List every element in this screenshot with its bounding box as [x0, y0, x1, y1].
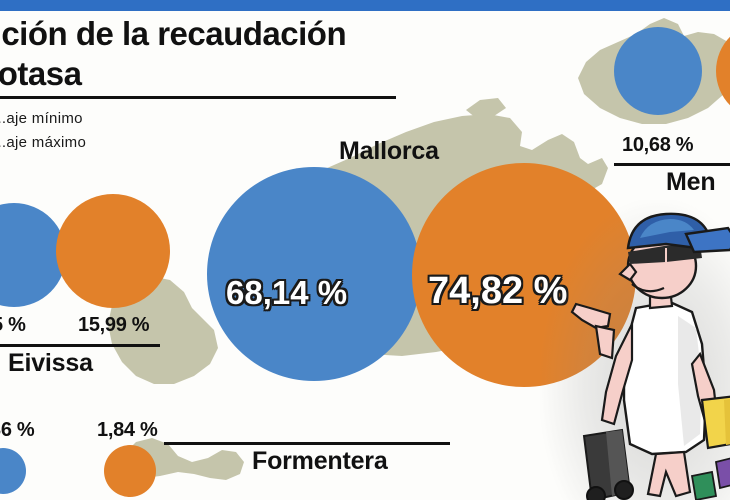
tourist-cartoon-illustration: [566, 204, 730, 500]
page-title: ...bución de la recaudación ...ecotasa: [0, 14, 576, 94]
island-label-formentera: Formentera: [252, 447, 388, 475]
value-mallorca-max: 74,82 %: [428, 270, 568, 312]
bubble-eivissa-max: [56, 194, 170, 308]
value-mallorca-min: 68,14 %: [226, 274, 348, 311]
rule-menorca: [614, 163, 730, 166]
bubble-menorca-min: [614, 27, 702, 115]
bubble-formentera-max: [104, 445, 156, 497]
legend-label-max: ...aje máximo: [0, 133, 87, 151]
legend-item-max: ...aje máximo: [0, 130, 252, 154]
island-label-menorca: Men: [666, 168, 716, 196]
top-accent-bar: [0, 0, 730, 11]
legend-item-min: ...aje mínimo: [0, 106, 252, 130]
value-formentera-min: 36 %: [0, 419, 35, 441]
legend-label-min: ...aje mínimo: [0, 109, 83, 127]
island-label-mallorca: Mallorca: [339, 137, 439, 165]
page-title-line-2: ...ecotasa: [0, 55, 82, 92]
bubble-mallorca-min: [207, 167, 421, 381]
value-menorca-min: 10,68 %: [622, 134, 694, 156]
bubble-formentera-min: [0, 448, 26, 494]
value-eivissa-max: 15,99 %: [78, 314, 150, 336]
page-title-line-1: ...bución de la recaudación: [0, 15, 347, 52]
rule-eivissa: [0, 344, 160, 347]
header-rule: [0, 96, 396, 99]
legend: ...aje mínimo ...aje máximo: [0, 106, 252, 154]
island-label-eivissa: Eivissa: [8, 349, 93, 377]
value-eivissa-min: 5 %: [0, 314, 26, 336]
rule-formentera: [164, 442, 450, 445]
value-formentera-max: 1,84 %: [97, 419, 158, 441]
